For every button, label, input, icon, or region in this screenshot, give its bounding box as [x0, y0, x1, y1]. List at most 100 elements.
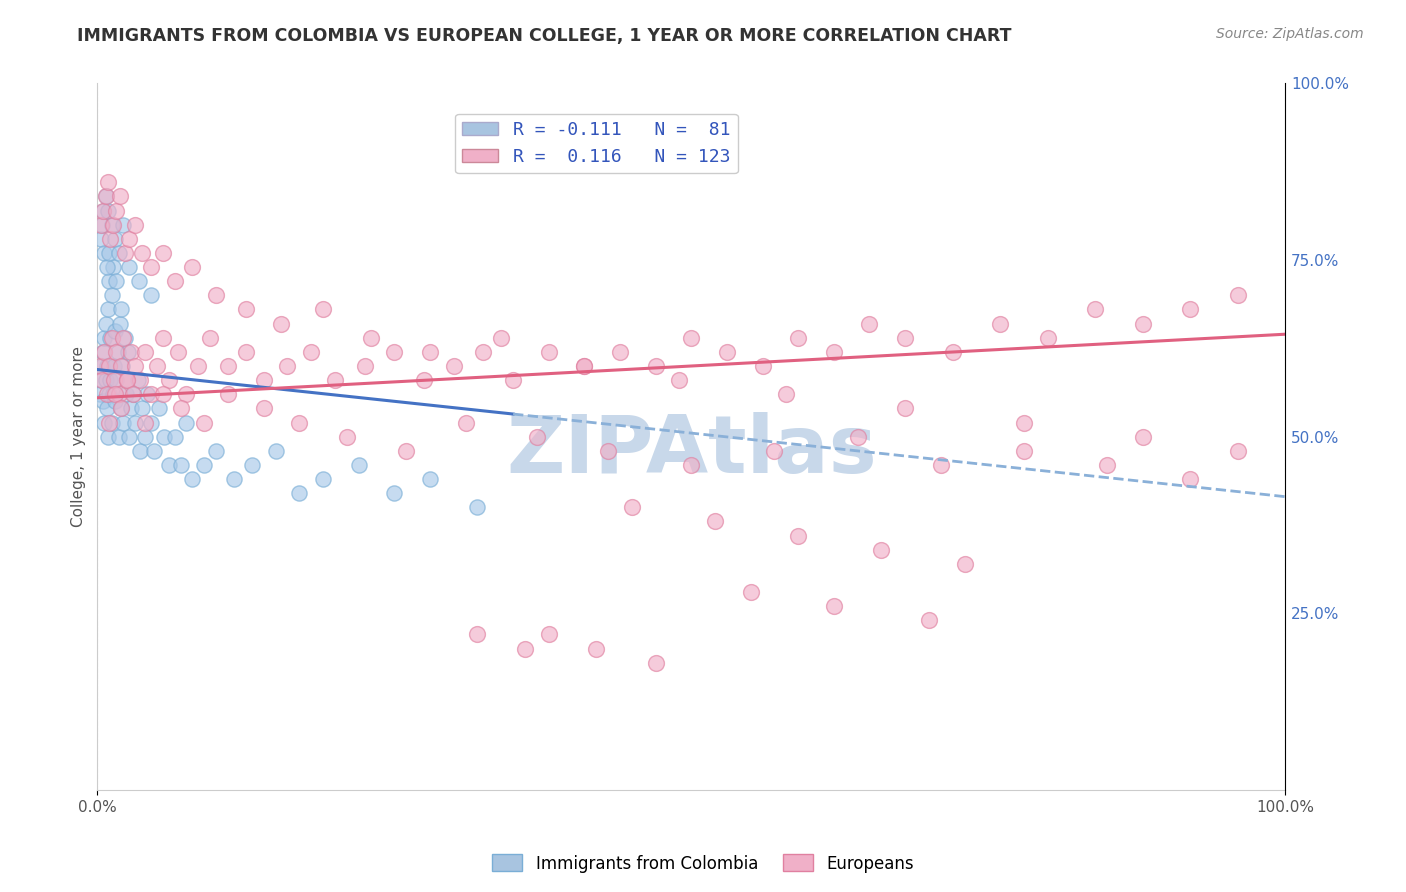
Point [894, 401, 917, 416]
Point [98, 387, 121, 401]
Legend: Immigrants from Colombia, Europeans: Immigrants from Colombia, Europeans [485, 847, 921, 880]
Point [100, 288, 122, 302]
Point [763, 443, 786, 458]
Point [169, 401, 191, 416]
Point [134, 416, 156, 430]
Point [217, 359, 239, 373]
Point [93, 416, 115, 430]
Point [115, 373, 138, 387]
Point [574, 359, 596, 373]
Point [91, 373, 114, 387]
Point [157, 373, 180, 387]
Point [107, 430, 129, 444]
Point [1012, 443, 1035, 458]
Point [145, 359, 167, 373]
Point [107, 387, 129, 401]
Point [163, 274, 186, 288]
Point [152, 387, 174, 401]
Point [312, 302, 335, 317]
Point [419, 472, 441, 486]
Point [382, 486, 405, 500]
Point [574, 359, 596, 373]
Point [91, 203, 114, 218]
Point [139, 387, 162, 401]
Point [105, 344, 128, 359]
Point [336, 430, 359, 444]
Point [127, 373, 149, 387]
Point [176, 416, 198, 430]
Point [200, 331, 222, 345]
Point [681, 458, 703, 472]
Point [134, 344, 156, 359]
Point [112, 218, 135, 232]
Point [187, 359, 209, 373]
Point [491, 331, 513, 345]
Point [217, 387, 239, 401]
Point [382, 344, 405, 359]
Point [112, 331, 135, 345]
Point [91, 203, 114, 218]
Point [110, 302, 132, 317]
Point [193, 416, 215, 430]
Point [988, 317, 1011, 331]
Point [100, 373, 122, 387]
Point [526, 430, 548, 444]
Point [98, 359, 121, 373]
Point [94, 373, 117, 387]
Point [148, 401, 170, 416]
Point [129, 443, 152, 458]
Point [100, 331, 122, 345]
Point [139, 260, 162, 274]
Point [360, 331, 382, 345]
Point [93, 246, 115, 260]
Point [131, 401, 153, 416]
Point [101, 260, 124, 274]
Point [107, 246, 129, 260]
Point [124, 416, 146, 430]
Point [139, 288, 162, 302]
Text: Source: ZipAtlas.com: Source: ZipAtlas.com [1216, 27, 1364, 41]
Point [1132, 317, 1154, 331]
Point [419, 344, 441, 359]
Point [100, 218, 122, 232]
Point [100, 416, 122, 430]
Point [472, 344, 495, 359]
Point [111, 359, 134, 373]
Point [97, 203, 120, 218]
Y-axis label: College, 1 year or more: College, 1 year or more [72, 346, 86, 527]
Point [288, 486, 311, 500]
Point [115, 387, 138, 401]
Point [467, 627, 489, 641]
Point [94, 189, 117, 203]
Point [467, 500, 489, 515]
Point [235, 344, 257, 359]
Point [103, 373, 125, 387]
Point [139, 416, 162, 430]
Point [846, 430, 869, 444]
Point [143, 443, 166, 458]
Point [157, 458, 180, 472]
Point [502, 373, 524, 387]
Point [193, 458, 215, 472]
Point [169, 458, 191, 472]
Point [105, 373, 128, 387]
Point [105, 203, 128, 218]
Point [751, 359, 773, 373]
Point [104, 387, 127, 401]
Point [110, 401, 132, 416]
Point [90, 232, 112, 246]
Point [953, 557, 976, 571]
Point [918, 613, 941, 627]
Point [136, 387, 159, 401]
Point [1036, 331, 1059, 345]
Text: ZIPAtlas: ZIPAtlas [506, 412, 877, 490]
Point [122, 387, 145, 401]
Point [90, 218, 112, 232]
Point [1132, 430, 1154, 444]
Point [716, 344, 738, 359]
Point [118, 232, 141, 246]
Point [115, 373, 138, 387]
Point [114, 331, 136, 345]
Legend: R = -0.111   N =  81, R =  0.116   N = 123: R = -0.111 N = 81, R = 0.116 N = 123 [456, 113, 738, 173]
Point [668, 373, 690, 387]
